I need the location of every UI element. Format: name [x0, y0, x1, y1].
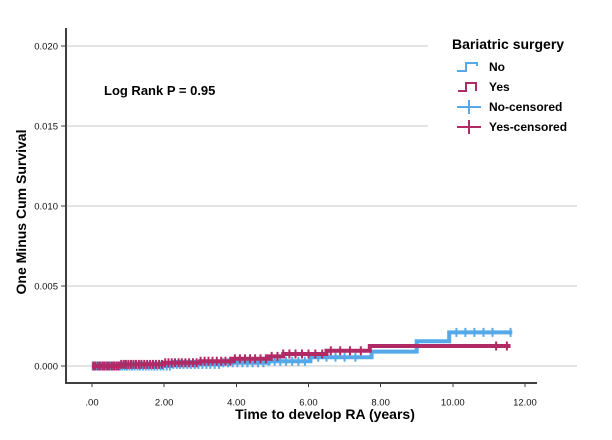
x-axis-title: Time to develop RA (years) — [235, 406, 415, 422]
legend-entry-no-censored: No-censored — [456, 97, 612, 117]
plus-icon — [457, 100, 481, 114]
x-tick-label: 6.00 — [299, 397, 318, 408]
y-axis-title: One Minus Cum Survival — [13, 129, 29, 295]
y-tick-label: 0.020 — [34, 42, 58, 53]
x-tick-label: .00 — [85, 397, 98, 408]
legend-label-no-censored: No-censored — [489, 100, 563, 114]
plus-icon — [457, 120, 481, 134]
legend-entry-no: No — [456, 57, 612, 77]
x-tick-label: 4.00 — [227, 397, 246, 408]
y-tick-label: 0.015 — [34, 122, 58, 133]
y-tick-label: 0.005 — [34, 282, 58, 293]
y-tick-label: 0.010 — [34, 202, 58, 213]
y-tick-label: 0.000 — [34, 362, 58, 373]
log-rank-annotation: Log Rank P = 0.95 — [104, 83, 216, 98]
step-line-icon — [457, 62, 478, 72]
legend-label-yes: Yes — [489, 80, 510, 94]
legend-title: Bariatric surgery — [452, 36, 565, 52]
x-tick-label: 8.00 — [371, 397, 390, 408]
legend-label-no: No — [489, 60, 505, 74]
legend-entry-yes: Yes — [456, 77, 612, 97]
legend-entry-yes-censored: Yes-censored — [456, 117, 612, 137]
legend-label-yes-censored: Yes-censored — [489, 120, 568, 134]
x-tick-label: 2.00 — [155, 397, 174, 408]
step-line-icon — [458, 82, 477, 92]
legend: Bariatric surgery No Yes No-censored Yes… — [428, 27, 612, 143]
x-tick-label: 10.00 — [441, 397, 465, 408]
x-tick-label: 12.00 — [513, 397, 537, 408]
